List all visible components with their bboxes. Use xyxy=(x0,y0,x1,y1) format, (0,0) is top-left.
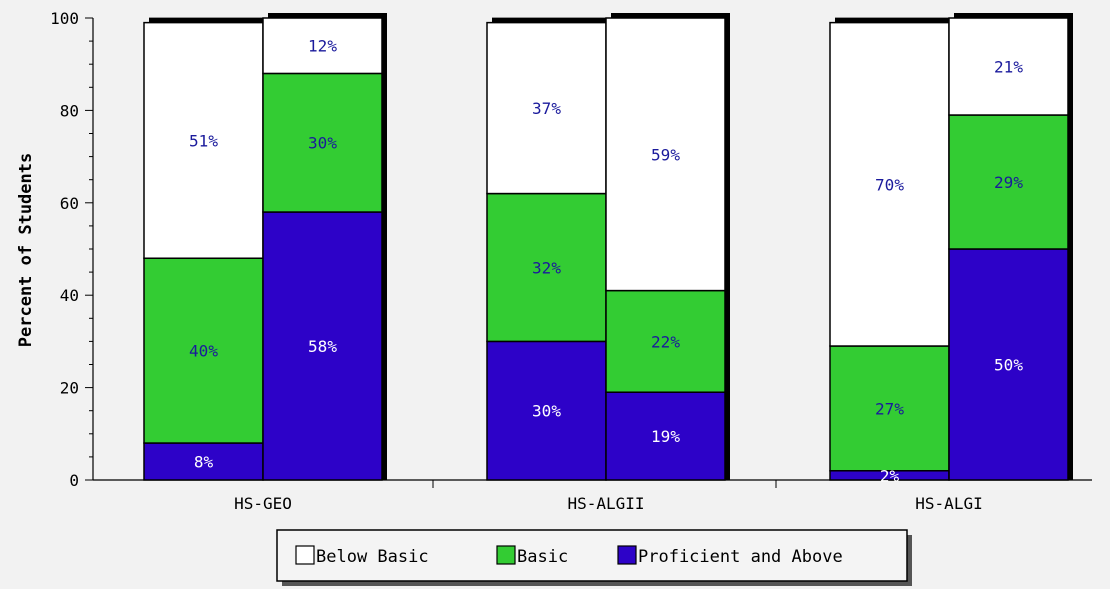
data-label: 30% xyxy=(532,402,561,421)
legend-swatch xyxy=(295,545,315,565)
data-label: 32% xyxy=(532,258,561,277)
legend-label: Proficient and Above xyxy=(638,547,843,567)
bar-segment xyxy=(605,391,726,481)
bar-segment xyxy=(948,17,1069,116)
y-tick-label: 40 xyxy=(60,286,79,305)
bar-segment xyxy=(486,340,607,481)
y-axis-label: Percent of Students xyxy=(16,153,36,347)
data-label: 70% xyxy=(875,175,904,194)
bar-segment xyxy=(605,17,726,292)
y-tick-label: 100 xyxy=(50,9,79,28)
data-label: 19% xyxy=(651,427,680,446)
legend-swatch xyxy=(496,545,516,565)
x-tick-label: HS-ALGII xyxy=(567,494,644,513)
x-tick-label: HS-GEO xyxy=(234,494,292,513)
data-label: 27% xyxy=(875,399,904,418)
legend-label: Basic xyxy=(517,547,568,567)
y-tick-label: 20 xyxy=(60,379,79,398)
data-label: 30% xyxy=(308,134,337,153)
data-label: 21% xyxy=(994,58,1023,77)
bar-segment xyxy=(262,17,383,75)
data-label: 8% xyxy=(194,453,214,472)
y-tick-label: 80 xyxy=(60,101,79,120)
legend-swatch xyxy=(617,545,637,565)
bar-segment xyxy=(143,257,264,444)
legend-label: Below Basic xyxy=(316,547,429,567)
data-label: 40% xyxy=(189,342,218,361)
bar-segment xyxy=(829,21,950,347)
bars xyxy=(143,13,1073,481)
data-label: 50% xyxy=(994,356,1023,375)
bar-segment xyxy=(486,192,607,343)
x-tick-label: HS-ALGI xyxy=(915,494,982,513)
bar-segment xyxy=(948,248,1069,481)
bar-segment xyxy=(262,72,383,213)
bar-segment xyxy=(948,114,1069,250)
data-label: 2% xyxy=(880,466,900,485)
data-label: 51% xyxy=(189,131,218,150)
data-label: 12% xyxy=(308,37,337,56)
y-tick-label: 60 xyxy=(60,194,79,213)
y-tick-label: 0 xyxy=(69,471,79,490)
bar-segment xyxy=(829,345,950,472)
bar-segment xyxy=(262,211,383,481)
legend-box xyxy=(276,529,908,582)
data-label: 22% xyxy=(651,332,680,351)
data-labels: 8% 40% 51% 58% 30% 12% 30% 32% 37% 19% 22% 59% 2% 27%… xyxy=(189,37,1023,486)
data-label: 29% xyxy=(994,173,1023,192)
data-label: 37% xyxy=(532,99,561,118)
legend: Below Basic Basic Proficient and Above xyxy=(276,529,912,586)
bar-segment xyxy=(143,21,264,259)
bar-segment xyxy=(605,289,726,393)
data-label: 58% xyxy=(308,337,337,356)
data-label: 59% xyxy=(651,145,680,164)
